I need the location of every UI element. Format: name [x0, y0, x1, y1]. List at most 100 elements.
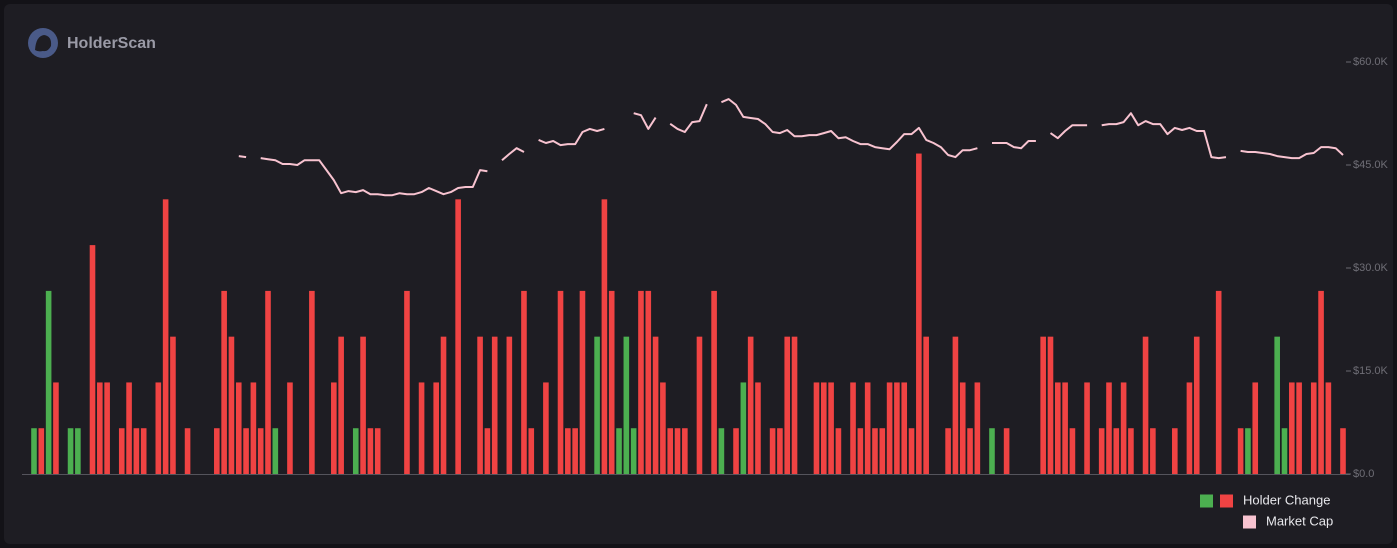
bar — [813, 382, 820, 474]
bar — [974, 382, 981, 474]
bar — [1245, 428, 1251, 474]
bar — [952, 336, 959, 474]
bar — [645, 290, 652, 474]
bar — [1003, 428, 1010, 474]
bar — [1172, 428, 1178, 474]
bar — [747, 336, 754, 474]
bar — [638, 290, 644, 474]
line-segment — [669, 103, 708, 133]
bar — [528, 428, 535, 474]
line-segment — [633, 112, 657, 130]
bar — [557, 290, 564, 474]
bar — [455, 199, 461, 475]
y2-tick-label: $15.0K — [1353, 365, 1389, 377]
bar — [967, 428, 973, 474]
line-segment — [992, 140, 1036, 150]
line-segment — [1240, 146, 1344, 160]
bar — [1289, 382, 1295, 474]
bar — [1098, 428, 1105, 474]
bar — [696, 336, 703, 474]
line-segment — [238, 155, 247, 159]
bar — [265, 290, 271, 474]
bar — [908, 428, 915, 474]
bar — [894, 382, 900, 474]
bar — [923, 336, 929, 474]
bar — [1193, 336, 1200, 474]
bar — [250, 382, 257, 474]
bar — [579, 290, 586, 474]
bar — [594, 336, 600, 474]
legend-swatch — [1200, 494, 1213, 508]
bar — [1340, 428, 1346, 474]
bar — [53, 382, 59, 474]
bar — [989, 428, 995, 474]
bar — [1040, 336, 1046, 474]
bar — [755, 382, 761, 474]
bar — [835, 428, 842, 474]
bar — [1069, 428, 1076, 474]
bar — [374, 428, 381, 474]
bar — [711, 290, 717, 474]
bar — [916, 153, 922, 475]
bar — [623, 336, 630, 474]
bar — [543, 382, 549, 474]
bar — [791, 336, 798, 474]
bar — [162, 199, 169, 475]
bar — [879, 428, 886, 474]
bar — [740, 382, 747, 474]
bar — [667, 428, 674, 474]
bar — [418, 382, 425, 474]
bar — [1062, 382, 1068, 474]
bar — [1274, 336, 1280, 474]
bar — [828, 382, 834, 474]
bar — [718, 428, 725, 474]
bar — [682, 428, 688, 474]
bar — [1142, 336, 1149, 474]
bar — [850, 382, 856, 474]
bar — [404, 290, 410, 474]
bar — [89, 245, 96, 474]
logo-text: HolderScan — [67, 35, 156, 52]
bar — [1237, 428, 1244, 474]
bar — [104, 382, 110, 474]
bar — [616, 428, 622, 474]
bar — [367, 428, 374, 474]
bar — [228, 336, 235, 474]
legend-label: Holder Change — [1243, 492, 1330, 507]
bar — [170, 336, 176, 474]
bar — [945, 428, 951, 474]
y2-tick-label: $60.0K — [1353, 56, 1389, 68]
bar — [1128, 428, 1134, 474]
bar — [1054, 382, 1061, 474]
bar — [601, 199, 608, 475]
bar — [521, 290, 527, 474]
bar — [1310, 382, 1317, 474]
bar — [959, 382, 966, 474]
legend-swatch — [1220, 494, 1233, 508]
bar — [565, 428, 571, 474]
bar — [630, 428, 637, 474]
bar — [1084, 382, 1090, 474]
bar — [572, 428, 578, 474]
bar — [608, 290, 615, 474]
bar — [886, 382, 893, 474]
line-segment — [538, 127, 605, 147]
bar — [433, 382, 440, 474]
bar — [184, 428, 191, 474]
bar — [133, 428, 140, 474]
bar — [97, 382, 103, 474]
bar — [506, 336, 513, 474]
bar — [777, 428, 783, 474]
y2-tick-label: $30.0K — [1353, 262, 1389, 274]
bar — [477, 336, 483, 474]
bar — [243, 428, 249, 474]
bar — [257, 428, 264, 474]
bar — [652, 336, 659, 474]
bar — [660, 382, 666, 474]
line-segment — [1101, 112, 1227, 160]
bar — [272, 428, 279, 474]
bar — [352, 428, 359, 474]
bar — [140, 428, 147, 474]
